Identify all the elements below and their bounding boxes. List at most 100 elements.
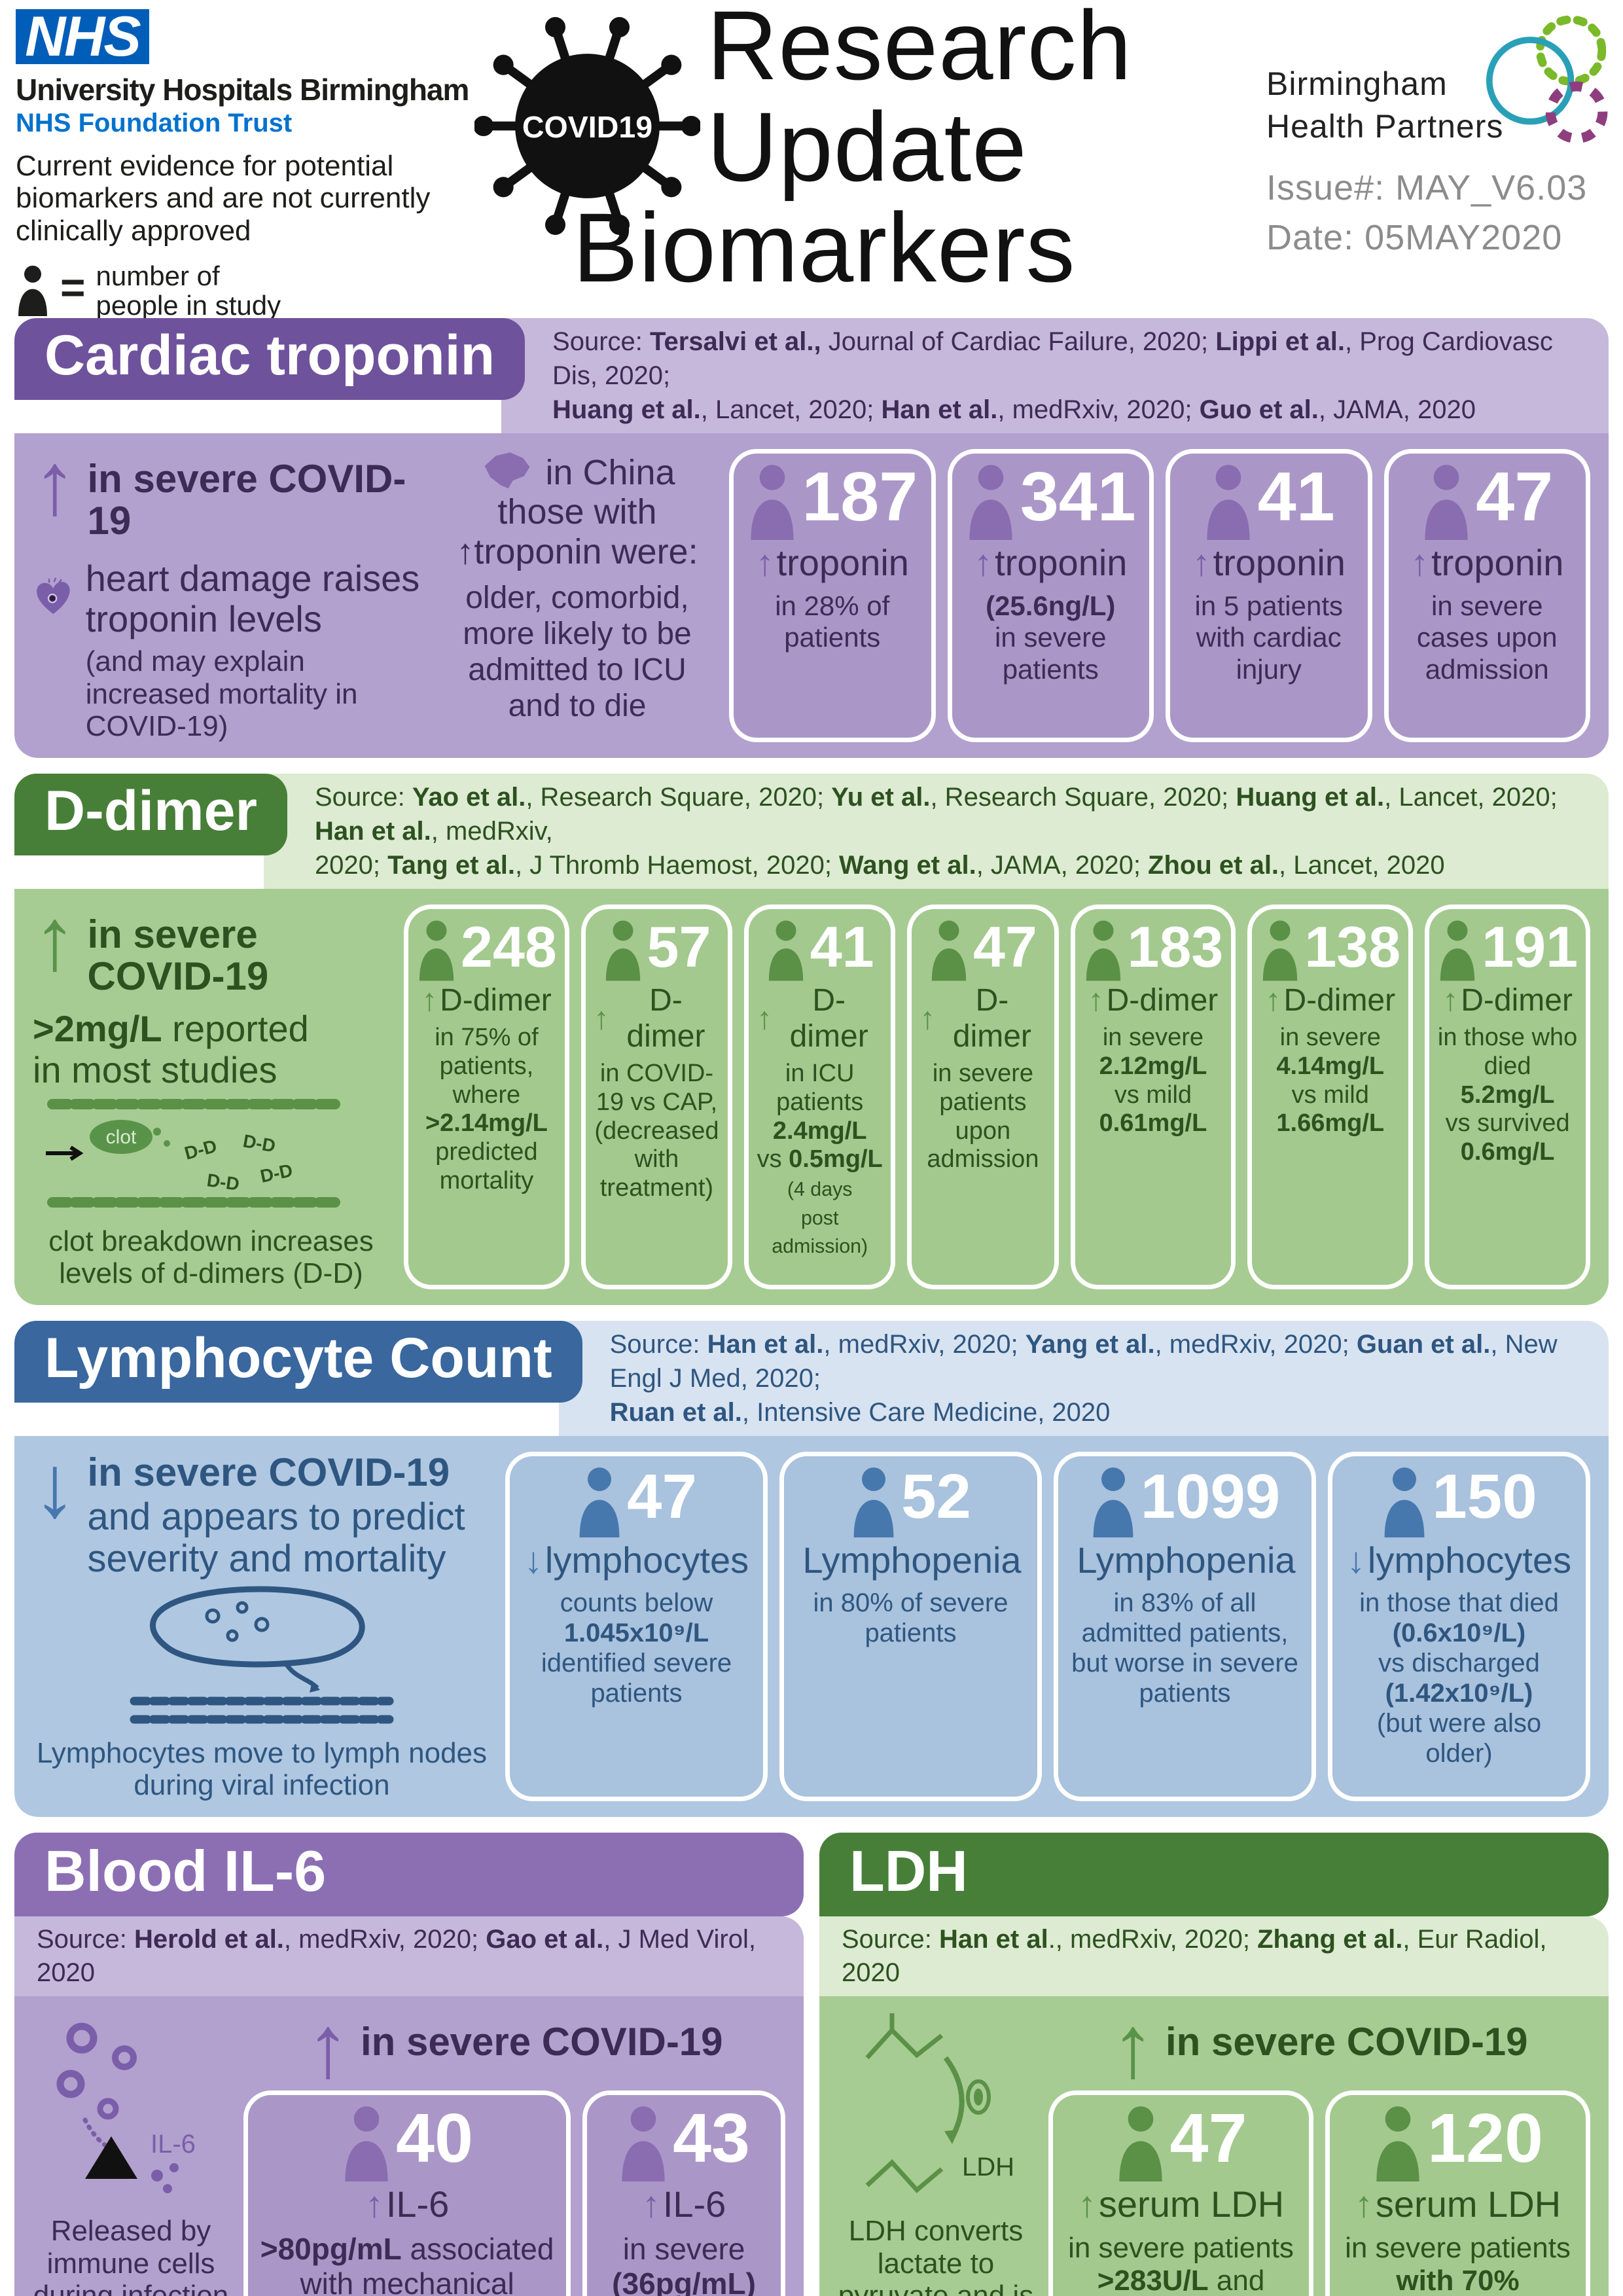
stat-card: 41 ↑ troponin in 5 patients with cardiac … <box>1166 449 1372 743</box>
dd-label: D-D <box>259 1160 294 1187</box>
disclaimer-text: Current evidence for potential biomarker… <box>16 150 431 247</box>
card-description: counts below 1.045x10⁹/L identified severe… <box>541 1588 732 1708</box>
study-count: 191 <box>1482 914 1578 980</box>
section-illustration: LDH LDH converts lactate to pyruvate and… <box>838 2012 1034 2296</box>
section-intro: ↑ in severe COVID-19 heart damage raises… <box>33 434 425 742</box>
section-source: Source: Yao et al., Research Square, 202… <box>263 774 1609 889</box>
heart-icon <box>37 577 70 615</box>
trust-name: NHS Foundation Trust <box>16 109 293 137</box>
lymph-node-illustration <box>130 1586 394 1724</box>
up-arrow-icon: ↑ <box>1088 983 1104 1018</box>
down-arrow-icon: ↓ <box>33 1437 77 1536</box>
covid-badge-label: COVID19 <box>522 110 652 144</box>
card-biomarker: Lymphopenia <box>1077 1539 1296 1581</box>
study-count: 47 <box>972 914 1037 980</box>
stat-card: 47 ↓ lymphocytes counts below 1.045x10⁹/L i… <box>505 1452 768 1802</box>
card-biomarker: Lymphopenia <box>802 1539 1022 1581</box>
stat-cards: 40 ↑ IL-6 >80pg/mL associated with mechan… <box>243 2090 785 2296</box>
up-arrow-icon: ↑ <box>365 2183 383 2225</box>
card-description: in severe patients upon admission <box>927 1060 1039 1174</box>
nhs-logo: NHS <box>16 5 149 68</box>
card-description: (25.6ng/L) in severe patients <box>986 590 1116 685</box>
stat-card: 43 ↑IL-6 in severe(36pg/mL)vs mild(11pg/… <box>582 2090 785 2296</box>
person-icon <box>18 265 47 317</box>
person-icon <box>751 465 794 540</box>
stat-card: 47 ↑ troponin in severe cases upon admiss… <box>1383 449 1590 743</box>
card-description: in 28% of patients <box>775 590 890 653</box>
section-header: Cardiac troponin Source: Tersalvi et al.… <box>14 318 1609 433</box>
card-description: in 5 patients with cardiac injury <box>1194 590 1344 685</box>
intro-headline: in severe COVID-19 <box>87 912 269 998</box>
card-description: in severe patients>283U/L and correlated… <box>1068 2231 1294 2296</box>
heart-note-sub: (and may explain increased mortality in … <box>85 645 358 742</box>
illustration-caption: Released by immune cells during infectio… <box>33 2215 229 2296</box>
stat-card: 57 ↑ D-dimer in COVID-19 vs CAP, (decreas… <box>580 905 733 1290</box>
card-biomarker: ↑ D-dimer <box>1442 983 1573 1018</box>
stat-card: 47 ↑ serum LDH in severe patients >283U/L … <box>1048 2090 1313 2296</box>
study-count: 248 <box>461 914 557 980</box>
section-d-dimer: D-dimer Source: Yao et al., Research Squ… <box>14 774 1609 1306</box>
person-icon <box>1376 2106 1419 2181</box>
person-icon <box>1118 2106 1162 2181</box>
people-legend: = number of people in study <box>16 261 507 321</box>
card-biomarker: ↑ D-dimer <box>1265 983 1396 1018</box>
person-icon <box>1093 1467 1133 1538</box>
person-icon <box>853 1467 894 1538</box>
dd-label: D-D <box>183 1136 219 1164</box>
section-lymphocyte-count: Lymphocyte Count Source: Han et al., med… <box>14 1321 1609 1818</box>
study-count: 47 <box>1476 458 1554 535</box>
stat-card: 187 ↑ troponin in 28% of patients <box>729 449 936 743</box>
section-title: Blood IL-6 <box>14 1833 804 1917</box>
equals-sign: = <box>60 263 86 312</box>
stat-card: 52 Lymphopenia in 80% of severe patients <box>779 1452 1042 1802</box>
section-intro: ↑ in severe COVID-19 >2mg/L reported in m… <box>33 889 389 1289</box>
section-title: LDH <box>819 1833 1609 1917</box>
stat-card: 41 ↑ D-dimer in ICU patients 2.4mg/L vs 0.5… <box>744 905 896 1290</box>
stat-cards: 47 ↓ lymphocytes counts below 1.045x10⁹/L i… <box>505 1452 1590 1802</box>
birmingham-health-partners-logo <box>1486 15 1608 144</box>
intro-lead: >2mg/L reported in most studies <box>33 1008 309 1091</box>
card-biomarker: ↑ D-dimer <box>421 983 552 1018</box>
study-count: 41 <box>1257 458 1335 535</box>
study-count: 187 <box>802 458 918 535</box>
up-arrow-icon: ↑ <box>1192 542 1211 583</box>
card-biomarker: ↑ troponin <box>755 542 909 583</box>
card-description: in 75% of patients, where >2.14mg/L predic… <box>425 1024 548 1194</box>
legend-text: number of people in study <box>96 260 281 321</box>
up-arrow-icon: ↑ <box>1442 983 1459 1018</box>
clot-label: clot <box>106 1126 137 1148</box>
up-arrow-icon: ↑ <box>1077 2183 1096 2225</box>
section-source: Source: Han et al., medRxiv, 2020; Zhang… <box>819 1916 1609 1997</box>
person-icon <box>345 2106 388 2181</box>
person-icon <box>1385 1467 1425 1538</box>
card-biomarker: ↑ troponin <box>1410 542 1564 583</box>
stat-card: 47 ↑ D-dimer in severe patients upon admi… <box>907 905 1059 1290</box>
card-biomarker: ↓ lymphocytes <box>524 1539 749 1581</box>
intro-headline: in severe COVID-19 <box>87 457 406 543</box>
stat-card: 1099 Lymphopenia in 83% of all admitted … <box>1054 1452 1316 1802</box>
china-map-icon <box>485 452 530 489</box>
study-count: 47 <box>627 1462 697 1532</box>
card-description: in severe(36pg/mL)vs mild(11pg/mL) <box>612 2231 756 2296</box>
up-arrow-icon: ↑ <box>33 434 77 533</box>
up-arrow-icon: ↑ <box>641 2183 660 2225</box>
card-biomarker: ↑ serum LDH <box>1354 2183 1561 2225</box>
covid19-virus-icon: COVID19 <box>474 17 700 235</box>
study-count: 40 <box>396 2099 474 2177</box>
person-icon <box>768 920 803 981</box>
up-arrow-icon: ↑ <box>1111 1997 1155 2096</box>
card-description: >80pg/mL associated with mechanical vent… <box>260 2231 554 2296</box>
ldh-label: LDH <box>962 2153 1014 2181</box>
partner-name: Birmingham Health Partners <box>1266 65 1504 145</box>
up-arrow-icon: ↑ <box>306 1997 350 2096</box>
card-biomarker: ↑ D-dimer <box>757 983 868 1054</box>
up-arrow-icon: ↑ <box>421 983 438 1018</box>
down-arrow-icon: ↓ <box>1346 1539 1365 1581</box>
person-icon <box>622 2106 665 2181</box>
stat-card: 248 ↑ D-dimer in 75% of patients, where >2… <box>404 905 569 1290</box>
section-ldh: LDH Source: Han et al., medRxiv, 2020; Z… <box>819 1833 1609 2296</box>
up-arrow-icon: ↑ <box>33 889 77 989</box>
study-count: 1099 <box>1140 1462 1281 1532</box>
